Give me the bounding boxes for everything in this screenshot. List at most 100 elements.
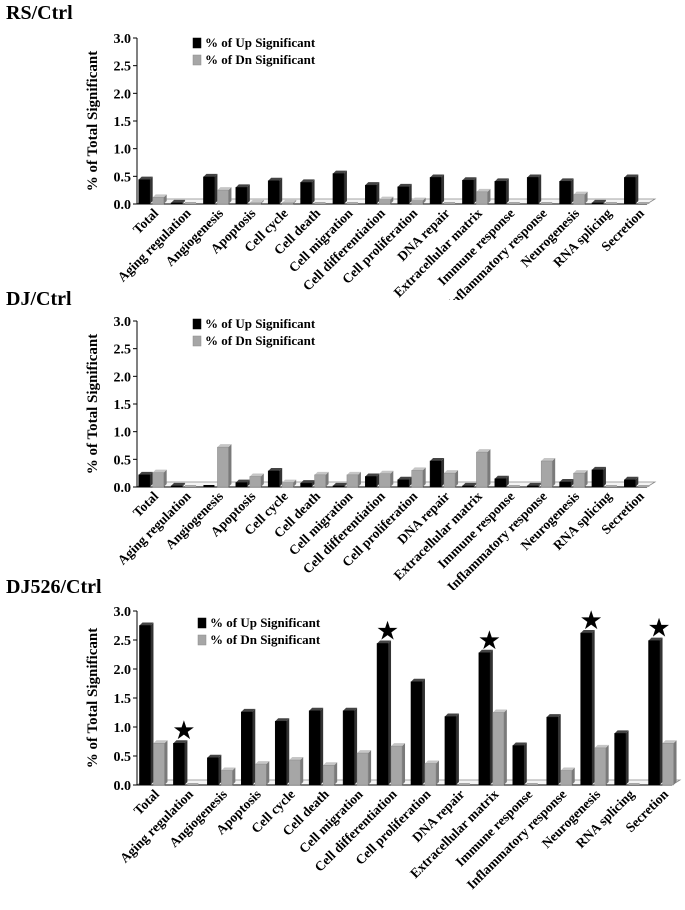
bar-top [573, 470, 588, 474]
bar-front [476, 451, 488, 488]
bar-up [308, 707, 324, 786]
bar-top [624, 174, 639, 178]
bar-side [570, 178, 574, 204]
bar-dn [249, 199, 264, 205]
bar-top [217, 187, 232, 191]
bar-dn [662, 740, 677, 786]
bar-top [152, 469, 167, 473]
bar-dn [356, 750, 372, 786]
bar-side [260, 473, 264, 487]
bar-side [149, 471, 153, 487]
bar-front [462, 179, 474, 205]
bar-front [356, 752, 369, 786]
bar-front [217, 446, 229, 488]
bar-up [138, 176, 153, 205]
bar-front [624, 177, 636, 205]
bar-front [185, 202, 197, 204]
bar-side [279, 177, 283, 204]
bar-up [624, 174, 639, 205]
bar-side [343, 170, 347, 204]
bar-top [314, 471, 329, 475]
bar-dn [281, 479, 297, 488]
bar-dn [185, 202, 197, 204]
bar-up [526, 482, 542, 488]
bar-front [591, 469, 604, 488]
bar-dn [187, 783, 199, 785]
bar-dn [346, 202, 358, 204]
bar-side [228, 187, 232, 204]
bar-top [203, 173, 218, 177]
bar-top [235, 184, 250, 188]
bar-side [252, 708, 256, 785]
bar-front [444, 716, 457, 786]
bar-top [560, 767, 575, 771]
bar-side [441, 457, 445, 487]
bar-dn [152, 469, 167, 488]
bar-up [546, 714, 561, 786]
bar-side [163, 194, 167, 204]
bar-front [376, 643, 389, 786]
bar-dn [153, 740, 168, 786]
bar-top [171, 199, 186, 203]
bar-top [241, 708, 256, 712]
bar-up [397, 183, 412, 205]
bar-top [546, 714, 561, 718]
significance-star: ★ [647, 614, 670, 643]
bar-dn [605, 485, 617, 487]
bar-front [443, 472, 456, 488]
bar-side [246, 479, 250, 487]
bar-side [570, 479, 574, 487]
bar-front [322, 765, 335, 786]
bar-up [332, 482, 347, 488]
bar-top [478, 649, 493, 653]
bar-side [293, 199, 297, 204]
bar-front [139, 625, 151, 786]
bar-top [275, 718, 290, 722]
bar-side [376, 182, 380, 204]
bar-top [309, 707, 324, 711]
bar-top [444, 470, 459, 474]
bar-side [343, 482, 347, 487]
significance-star: ★ [478, 626, 501, 655]
bar-dn [217, 444, 232, 488]
bar-front [288, 759, 301, 786]
bar-dn [281, 199, 297, 205]
legend-label: % of Dn Significant [205, 52, 316, 67]
bar-front [540, 460, 553, 488]
bar-dn [638, 202, 650, 204]
bar-dn [508, 202, 520, 204]
bar-front [332, 173, 345, 205]
bar-front [153, 742, 165, 786]
y-tick-label: 0.0 [114, 779, 132, 794]
bar-top [559, 479, 574, 483]
bar-top [138, 176, 153, 180]
bar-front [221, 770, 233, 786]
bar-front [267, 470, 280, 488]
bar-front [494, 181, 507, 205]
bar-front [308, 710, 321, 786]
bar-front [492, 712, 505, 786]
bar-side [489, 649, 493, 785]
bar-front [605, 202, 617, 204]
legend-label: % of Dn Significant [210, 632, 321, 647]
bar-up [173, 740, 188, 786]
bar-dn [605, 202, 617, 204]
bar-side [441, 174, 445, 204]
bar-dn [390, 743, 406, 786]
y-tick-label: 2.0 [114, 370, 132, 385]
legend-label: % of Up Significant [210, 615, 321, 630]
bar-top [444, 713, 459, 717]
bar-front [185, 485, 197, 487]
bar-top [255, 761, 270, 765]
bar-front [281, 202, 294, 205]
bar-up [241, 708, 256, 786]
bar-up [462, 482, 477, 488]
bar-up [203, 173, 218, 205]
bar-side [455, 713, 459, 785]
bar-side [455, 470, 459, 487]
bar-up [332, 170, 347, 205]
bar-up [170, 482, 186, 488]
bar-side [557, 714, 561, 785]
bar-side [625, 730, 629, 785]
y-tick-label: 1.0 [114, 143, 132, 158]
